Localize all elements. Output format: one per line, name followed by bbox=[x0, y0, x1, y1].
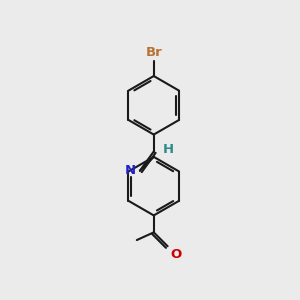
Text: H: H bbox=[163, 143, 174, 157]
Text: N: N bbox=[125, 164, 136, 177]
Text: Br: Br bbox=[146, 46, 162, 59]
Text: O: O bbox=[170, 248, 181, 261]
